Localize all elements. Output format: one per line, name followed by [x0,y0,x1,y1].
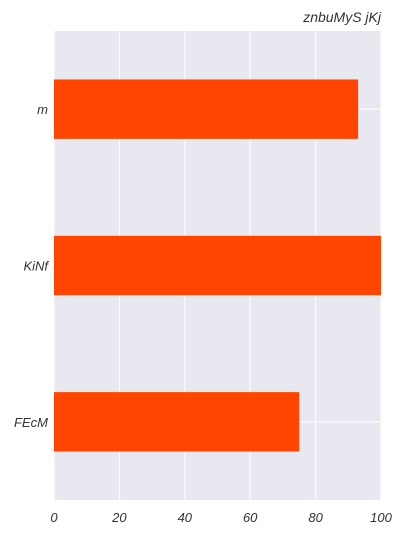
chart-title: znbuMyS jKj [302,9,382,25]
x-tick-label: 40 [178,510,193,525]
y-category-label: FEcM [14,415,48,430]
x-tick-label: 100 [370,510,392,525]
bar-FEcM [54,392,300,452]
x-tick-label: 20 [111,510,127,525]
x-axis-ticks: 0 20 40 60 80 100 [50,510,392,525]
bar-m [54,79,359,139]
y-category-label: KiNf [23,259,49,274]
bar-KiNf [54,235,381,296]
bars [54,79,381,452]
x-tick-label: 80 [308,510,323,525]
y-axis-categories: m KiNf FEcM [14,102,49,430]
y-category-label: m [37,102,48,117]
x-tick-label: 0 [50,510,58,525]
x-tick-label: 60 [243,510,258,525]
